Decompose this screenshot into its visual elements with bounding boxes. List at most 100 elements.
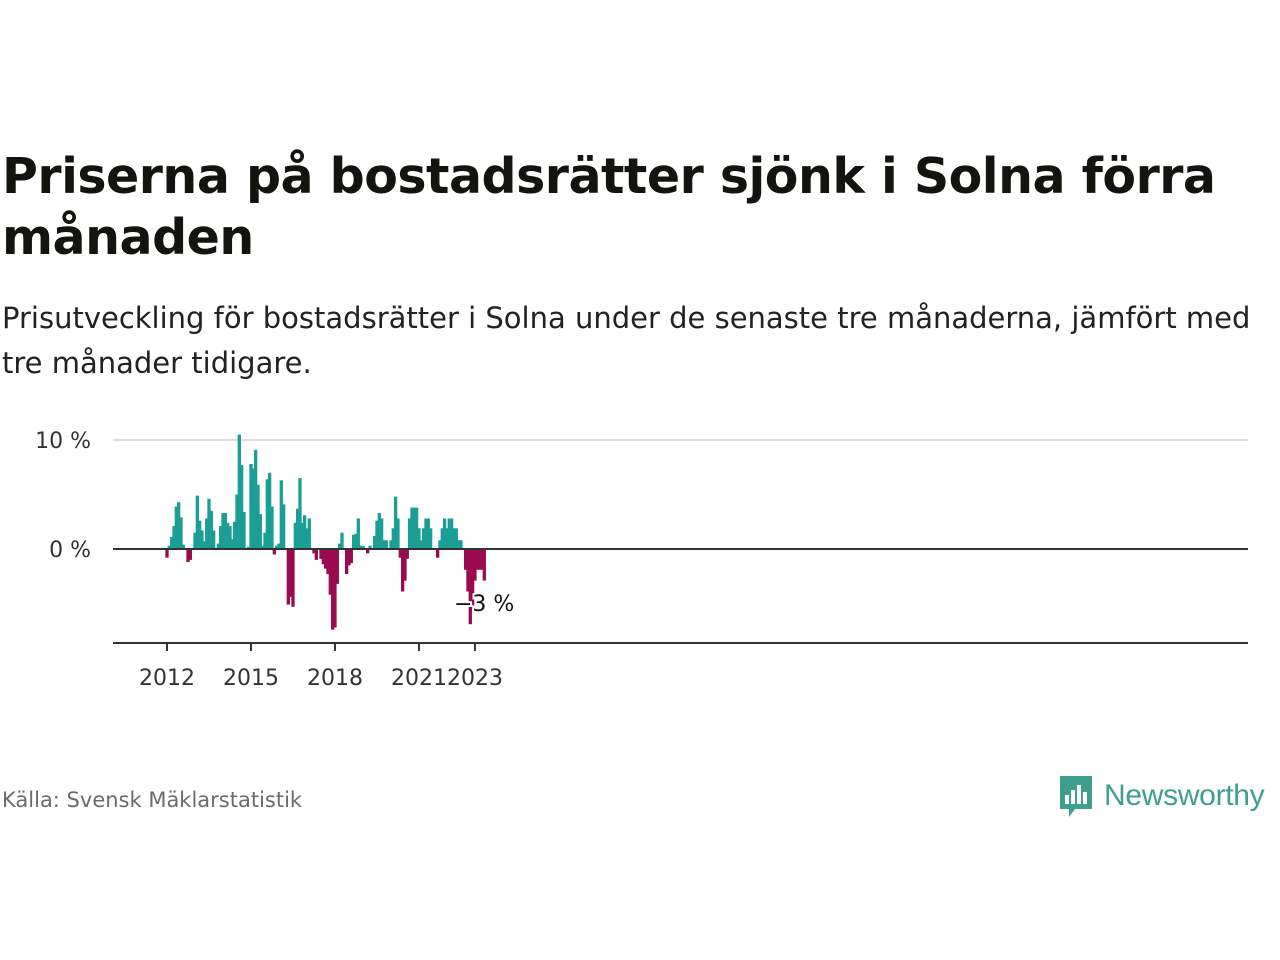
bar bbox=[312, 549, 316, 554]
bar bbox=[389, 540, 393, 549]
bar bbox=[275, 545, 279, 549]
bar-chart: 10 % 0 % 2012 2015 2018 2021 2023 −3 % bbox=[35, 429, 1248, 691]
bar bbox=[237, 434, 241, 549]
bar bbox=[398, 549, 402, 558]
x-axis-labels: 2012 2015 2018 2021 2023 bbox=[139, 643, 503, 691]
bar bbox=[228, 526, 232, 549]
bar bbox=[212, 530, 216, 549]
bar bbox=[445, 528, 449, 549]
bar bbox=[330, 549, 335, 630]
bar bbox=[337, 543, 342, 549]
bar bbox=[321, 549, 325, 565]
bar bbox=[396, 518, 400, 549]
bar bbox=[414, 507, 419, 549]
bar bbox=[279, 480, 283, 549]
bar bbox=[375, 520, 379, 549]
bar bbox=[177, 502, 181, 549]
source-note: Källa: Svensk Mäklarstatistik bbox=[2, 788, 303, 812]
bar bbox=[247, 546, 251, 549]
bars bbox=[165, 434, 486, 630]
bar bbox=[282, 504, 286, 549]
bar bbox=[188, 549, 192, 560]
bar bbox=[165, 549, 169, 558]
bar bbox=[377, 513, 381, 549]
x-tick-label: 2012 bbox=[139, 666, 195, 691]
bar bbox=[421, 528, 426, 549]
bar bbox=[174, 506, 178, 549]
bar bbox=[379, 518, 384, 549]
bar bbox=[393, 496, 398, 549]
bar bbox=[449, 518, 454, 549]
bar bbox=[314, 549, 318, 560]
bar bbox=[270, 506, 274, 549]
bar bbox=[426, 518, 430, 549]
bar bbox=[286, 549, 290, 605]
y-tick-label: 10 % bbox=[35, 429, 91, 454]
bar bbox=[384, 540, 388, 549]
bar bbox=[298, 478, 302, 549]
bar bbox=[296, 508, 300, 549]
bar bbox=[333, 549, 337, 628]
bar bbox=[447, 518, 451, 549]
bar bbox=[358, 545, 363, 549]
bar bbox=[249, 463, 253, 549]
brand-name: Newsworthy bbox=[1104, 779, 1265, 812]
bar bbox=[347, 549, 351, 566]
bar bbox=[242, 511, 246, 549]
bar bbox=[435, 549, 440, 558]
bar bbox=[356, 518, 360, 549]
bar bbox=[256, 484, 260, 549]
bar bbox=[412, 507, 416, 549]
bar bbox=[221, 513, 225, 549]
bar bbox=[258, 514, 262, 549]
bar bbox=[372, 535, 377, 549]
bar bbox=[335, 549, 339, 584]
bar bbox=[181, 544, 185, 549]
bar bbox=[186, 549, 190, 563]
bar bbox=[459, 540, 463, 549]
bar bbox=[419, 540, 423, 549]
bar bbox=[289, 549, 293, 597]
bar bbox=[216, 543, 220, 549]
bar bbox=[405, 549, 409, 559]
axes bbox=[113, 548, 1248, 644]
bar bbox=[179, 517, 183, 549]
bar bbox=[470, 549, 475, 613]
bar bbox=[400, 549, 405, 592]
bar bbox=[328, 549, 332, 595]
last-value-label: −3 % bbox=[454, 592, 514, 617]
bar bbox=[303, 515, 307, 549]
bar bbox=[480, 549, 484, 570]
bar bbox=[349, 549, 353, 564]
bar bbox=[205, 518, 209, 549]
bar bbox=[410, 507, 414, 549]
x-tick-label: 2015 bbox=[223, 666, 279, 691]
bar bbox=[193, 532, 197, 549]
bar bbox=[261, 545, 265, 549]
bar bbox=[365, 549, 370, 554]
bar bbox=[223, 513, 227, 549]
bar bbox=[340, 532, 344, 549]
bar bbox=[424, 518, 428, 549]
bar bbox=[170, 537, 174, 549]
bar bbox=[305, 528, 309, 549]
bar bbox=[477, 549, 482, 570]
x-tick-label: 2021 bbox=[391, 666, 447, 691]
x-tick-label: 2018 bbox=[307, 666, 363, 691]
bar bbox=[417, 528, 421, 549]
bar bbox=[233, 521, 237, 549]
bar bbox=[368, 545, 372, 549]
bar bbox=[195, 495, 199, 549]
chart-title: Priserna på bostadsrätter sjönk i Solna … bbox=[2, 148, 1216, 266]
bar bbox=[254, 449, 258, 549]
chart-subtitle: Prisutveckling för bostadsrätter i Solna… bbox=[2, 301, 1251, 380]
bar bbox=[391, 528, 395, 549]
bar bbox=[209, 510, 213, 549]
bar bbox=[263, 532, 267, 549]
bar bbox=[351, 534, 356, 549]
annotations: −3 % bbox=[452, 590, 516, 619]
bar bbox=[240, 465, 244, 549]
bar bbox=[226, 522, 230, 549]
newsworthy-logo-icon bbox=[1060, 776, 1092, 817]
bar bbox=[468, 549, 472, 625]
